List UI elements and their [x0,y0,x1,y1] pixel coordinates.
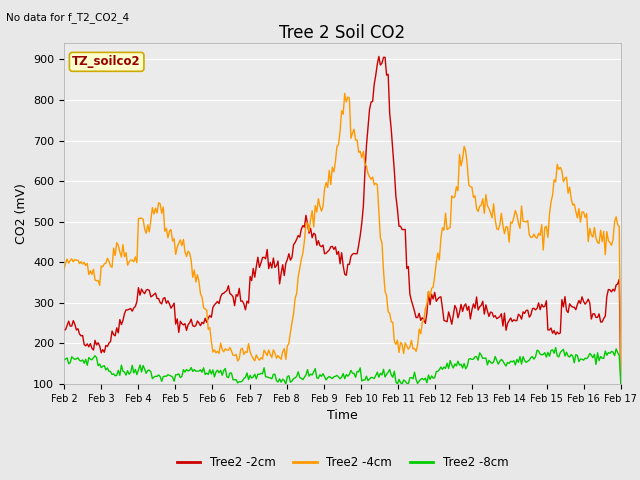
Tree2 -8cm [282,381,290,387]
Tree2 -2cm [226,291,234,297]
Tree2 -2cm [60,327,68,333]
Legend: Tree2 -2cm, Tree2 -4cm, Tree2 -8cm: Tree2 -2cm, Tree2 -4cm, Tree2 -8cm [172,451,513,474]
Tree2 -8cm [617,381,625,387]
Line: Tree2 -2cm: Tree2 -2cm [64,57,621,384]
Tree2 -4cm [588,232,595,238]
Tree2 -8cm [129,362,136,368]
Tree2 -8cm [254,371,262,377]
X-axis label: Time: Time [327,409,358,422]
Tree2 -2cm [254,254,262,260]
Tree2 -2cm [588,316,595,322]
Tree2 -8cm [589,355,596,360]
Tree2 -2cm [375,54,383,60]
Tree2 -4cm [129,257,136,263]
Tree2 -8cm [305,373,313,379]
Text: No data for f_T2_CO2_4: No data for f_T2_CO2_4 [6,12,129,23]
Tree2 -2cm [617,381,625,387]
Tree2 -4cm [341,91,349,96]
Y-axis label: CO2 (mV): CO2 (mV) [15,183,28,244]
Line: Tree2 -8cm: Tree2 -8cm [64,348,621,384]
Tree2 -2cm [244,300,252,306]
Tree2 -8cm [60,357,68,363]
Tree2 -8cm [244,377,252,383]
Line: Tree2 -4cm: Tree2 -4cm [64,94,621,384]
Tree2 -4cm [60,266,68,272]
Tree2 -2cm [129,308,136,314]
Tree2 -4cm [226,345,234,350]
Title: Tree 2 Soil CO2: Tree 2 Soil CO2 [279,24,406,42]
Tree2 -4cm [303,220,311,226]
Tree2 -8cm [226,370,234,376]
Tree2 -8cm [552,345,559,350]
Tree2 -4cm [244,341,252,347]
Tree2 -4cm [617,381,625,387]
Tree2 -4cm [254,355,262,361]
Text: TZ_soilco2: TZ_soilco2 [72,55,141,68]
Tree2 -2cm [303,221,311,227]
